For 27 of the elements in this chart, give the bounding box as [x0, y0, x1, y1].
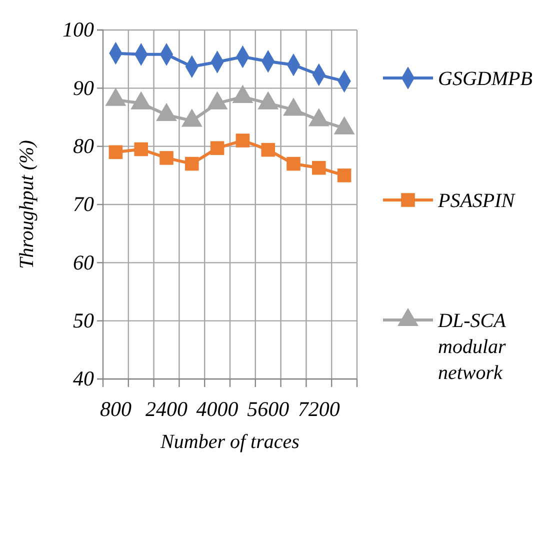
- y-axis-title: Throughput (%): [16, 140, 38, 269]
- legend-label: DL-SCA modular network: [437, 310, 507, 384]
- point: [134, 142, 148, 156]
- legend-label: PSASPIN: [437, 190, 516, 212]
- point: [261, 142, 275, 157]
- point: [210, 141, 224, 155]
- point: [108, 145, 123, 160]
- y-tick-label: 100: [62, 18, 94, 42]
- legend-label: GSGDMPB: [438, 68, 532, 90]
- y-tick-label: 60: [73, 250, 94, 274]
- point: [337, 168, 352, 182]
- point: [185, 156, 199, 171]
- x-tick-label: 4000: [196, 396, 239, 421]
- x-tick-label: 7200: [298, 396, 340, 421]
- point: [286, 156, 300, 171]
- point: [160, 151, 174, 165]
- y-tick-label: 50: [73, 308, 94, 333]
- point: [236, 134, 250, 148]
- x-axis-title: Number of traces: [160, 431, 300, 453]
- y-tick-label: 80: [73, 134, 94, 158]
- y-tick-label: 70: [73, 192, 94, 216]
- x-tick-label: 2400: [146, 396, 188, 421]
- x-tick-label: 5600: [247, 396, 290, 421]
- point: [312, 160, 326, 175]
- x-tick-label: 800: [100, 396, 132, 421]
- y-tick-label: 90: [73, 76, 94, 100]
- y-tick-label: 40: [73, 366, 94, 391]
